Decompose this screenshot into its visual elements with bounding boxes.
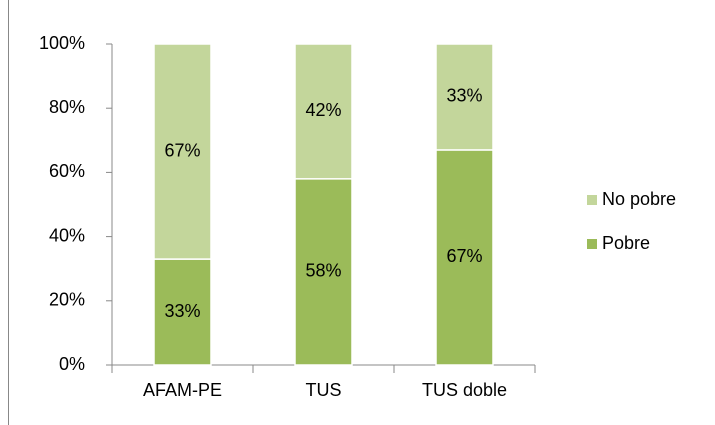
legend-swatch — [587, 239, 597, 249]
y-tick-label: 100% — [39, 33, 85, 53]
bar-segment — [435, 43, 494, 151]
data-label: 33% — [164, 301, 200, 321]
bar-segment — [435, 149, 494, 366]
x-tick-label: TUS doble — [422, 380, 507, 400]
data-label: 33% — [446, 86, 482, 106]
bar-segment — [294, 43, 353, 180]
legend-label: No pobre — [602, 189, 676, 209]
data-label: 67% — [446, 246, 482, 266]
legend-label: Pobre — [602, 233, 650, 253]
chart-frame — [8, 0, 715, 425]
legend-swatch — [587, 195, 597, 205]
bar-segment — [153, 258, 212, 366]
y-tick-label: 60% — [49, 161, 85, 181]
y-tick-label: 80% — [49, 97, 85, 117]
y-tick-label: 40% — [49, 225, 85, 245]
data-label: 58% — [305, 261, 341, 281]
y-tick-label: 20% — [49, 290, 85, 310]
bar-segment — [153, 43, 212, 260]
data-label: 67% — [164, 140, 200, 160]
data-label: 42% — [305, 100, 341, 120]
x-tick-label: TUS — [306, 380, 342, 400]
y-tick-label: 0% — [59, 354, 85, 374]
x-tick-label: AFAM-PE — [143, 380, 222, 400]
